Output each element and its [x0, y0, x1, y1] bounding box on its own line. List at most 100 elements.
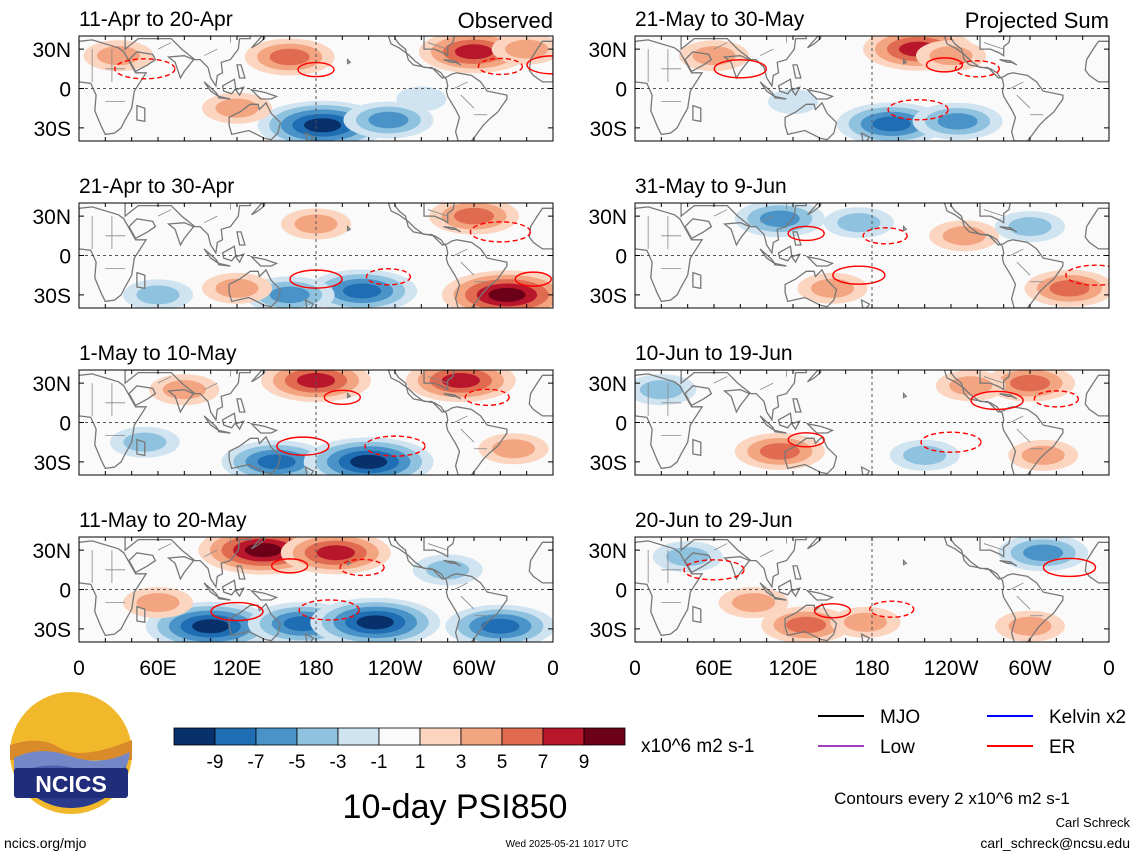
coastline — [684, 385, 713, 407]
anomaly-shade — [304, 118, 342, 133]
anomaly-shade — [666, 547, 710, 567]
lat-label: 0 — [615, 413, 627, 436]
coastline — [128, 552, 157, 574]
coastline — [217, 95, 231, 100]
timestamp: Wed 2025-05-21 1017 UTC — [506, 839, 629, 850]
colorbar-unit: x10^6 m2 s-1 — [641, 736, 754, 757]
colorbar-bin — [378, 727, 421, 746]
coastline — [249, 255, 279, 267]
er-contour — [526, 55, 553, 75]
coastline — [304, 298, 315, 308]
coastline — [790, 420, 801, 431]
colorbar-bin — [501, 727, 544, 746]
coastline — [236, 565, 246, 580]
coastline — [251, 537, 266, 550]
anomaly-shade — [257, 454, 296, 470]
coastline — [902, 224, 908, 232]
figure-title: 10-day PSI850 — [343, 788, 568, 826]
anomaly-shade — [215, 278, 259, 298]
coastline — [805, 255, 835, 267]
lat-label: 30N — [588, 373, 627, 396]
lat-label: 30N — [32, 206, 71, 229]
lon-label: 0 — [547, 657, 559, 680]
colorbar-bin — [583, 727, 626, 746]
map-panel: 30N 0 30S 10-Jun to 19-Jun — [588, 342, 1110, 476]
coastline — [221, 412, 237, 429]
contours-note: Contours every 2 x10^6 m2 s-1 — [834, 789, 1070, 808]
coastline — [166, 222, 195, 247]
country-border — [1010, 415, 1024, 423]
coastline — [790, 253, 801, 264]
coastline — [807, 537, 822, 550]
coastline — [251, 370, 266, 383]
er-contour — [469, 221, 532, 243]
lat-label: 0 — [59, 246, 71, 269]
coastline — [979, 370, 1011, 391]
lon-label: 60W — [1008, 657, 1051, 680]
lat-label: 30S — [34, 285, 71, 308]
lat-label: 0 — [59, 580, 71, 603]
er-contour — [954, 60, 1001, 78]
anomaly-shade — [1008, 217, 1052, 237]
colorbar-tick-label: 7 — [538, 752, 549, 773]
coastline — [777, 78, 793, 95]
coastline — [136, 271, 146, 290]
coastline — [221, 579, 237, 596]
coastline — [528, 374, 553, 417]
coastline — [136, 104, 146, 123]
country-border — [983, 209, 1004, 217]
anomaly-shade — [639, 380, 683, 400]
coastline — [792, 398, 802, 413]
coastline — [136, 605, 146, 624]
coastline — [234, 253, 245, 264]
coastline — [423, 537, 455, 558]
coastline — [805, 88, 835, 100]
country-border — [427, 543, 448, 551]
coastline — [128, 218, 157, 240]
panel-period-label: 21-Apr to 30-Apr — [79, 175, 234, 198]
lon-label: 120E — [212, 657, 261, 680]
coastline — [692, 605, 702, 624]
coastline — [1084, 40, 1109, 83]
coastline — [999, 225, 1018, 233]
er-contour — [365, 268, 412, 286]
anomaly-shade — [441, 373, 480, 388]
country-border — [713, 209, 728, 217]
coastline — [124, 203, 251, 255]
coastline — [773, 429, 787, 434]
anomaly-shade — [1008, 616, 1052, 636]
lon-label: 180 — [298, 657, 333, 680]
country-border — [203, 48, 218, 57]
coastline — [423, 203, 455, 224]
lat-label: 30N — [588, 39, 627, 62]
er-contour — [114, 58, 176, 80]
er-contour — [323, 389, 362, 405]
panel-period-label: 20-Jun to 29-Jun — [635, 509, 793, 532]
lon-label: 60E — [695, 657, 732, 680]
anomaly-shade — [491, 439, 536, 459]
er-contour — [210, 601, 264, 622]
country-border — [203, 549, 218, 558]
lon-label: 180 — [854, 657, 889, 680]
coastline — [902, 57, 908, 65]
country-border — [1010, 582, 1024, 590]
country-border — [1010, 81, 1024, 89]
anomaly-shade — [244, 543, 282, 558]
coastline — [346, 224, 352, 232]
coastline — [346, 391, 352, 399]
er-contour — [862, 227, 908, 245]
coastline — [979, 203, 1011, 224]
anomaly-shade — [692, 46, 736, 66]
coastline — [443, 559, 462, 567]
anomaly-shade — [903, 445, 947, 465]
anomaly-shade — [949, 376, 993, 396]
coastline — [136, 438, 146, 457]
legend-label: Kelvin x2 — [1049, 707, 1126, 728]
anomaly-shade — [136, 285, 180, 305]
coastline — [236, 64, 246, 79]
coastline — [79, 206, 148, 303]
anomaly-shade — [192, 619, 230, 634]
coastline — [304, 632, 315, 642]
coastline — [722, 55, 751, 80]
